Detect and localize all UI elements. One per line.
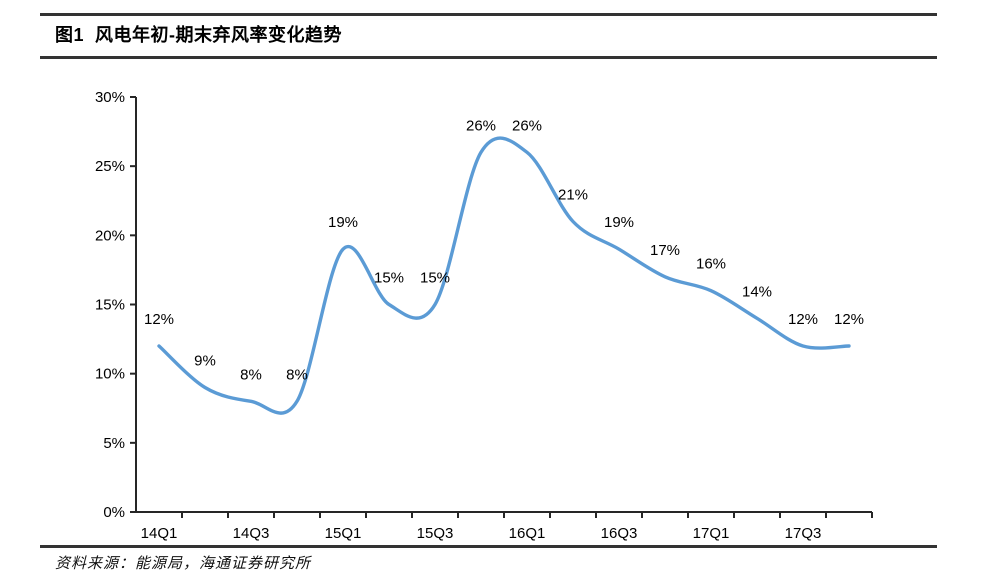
x-tick-label: 16Q3 <box>601 525 638 542</box>
x-tick-label: 16Q1 <box>509 525 546 542</box>
figure-title: 图1 风电年初-期末弃风率变化趋势 <box>55 25 343 45</box>
y-tick-label: 15% <box>95 297 125 314</box>
top-rule <box>40 13 937 16</box>
data-label: 15% <box>374 270 404 287</box>
data-label: 17% <box>650 242 680 259</box>
x-tick-label: 14Q1 <box>141 525 178 542</box>
x-tick-label: 15Q1 <box>325 525 362 542</box>
data-label: 21% <box>558 187 588 204</box>
data-label: 9% <box>194 353 216 370</box>
data-labels: 12% 9% 8% 8% 19% 15% 15% 26% 26% 21% 19% 17% 16% 14% 1… <box>144 117 864 383</box>
y-tick-label: 30% <box>95 89 125 106</box>
data-label: 15% <box>420 270 450 287</box>
data-label: 19% <box>604 214 634 231</box>
data-label: 8% <box>240 366 262 383</box>
title-divider-rule <box>40 56 937 59</box>
data-label: 26% <box>512 117 542 134</box>
data-label: 12% <box>144 311 174 328</box>
data-label: 14% <box>742 283 772 300</box>
data-label: 8% <box>286 366 308 383</box>
data-label: 12% <box>788 311 818 328</box>
y-tick-label: 20% <box>95 227 125 244</box>
data-label: 12% <box>834 311 864 328</box>
y-tick-label: 5% <box>103 435 125 452</box>
y-tick-label: 25% <box>95 158 125 175</box>
data-label: 26% <box>466 117 496 134</box>
x-tick-label: 17Q3 <box>785 525 822 542</box>
y-axis: 0% 5% 10% 15% 20% 25% 30% <box>95 89 137 521</box>
x-axis: 14Q1 14Q3 15Q1 15Q3 16Q1 16Q3 17Q1 17Q3 <box>136 511 873 542</box>
x-tick-label: 15Q3 <box>417 525 454 542</box>
source-note: 资料来源：能源局，海通证券研究所 <box>55 556 312 572</box>
data-label: 16% <box>696 256 726 273</box>
bottom-rule <box>40 545 937 548</box>
data-label: 19% <box>328 214 358 231</box>
y-tick-label: 0% <box>103 504 125 521</box>
x-tick-label: 14Q3 <box>233 525 270 542</box>
series-line <box>157 136 851 415</box>
y-tick-label: 10% <box>95 366 125 383</box>
x-tick-label: 17Q1 <box>693 525 730 542</box>
